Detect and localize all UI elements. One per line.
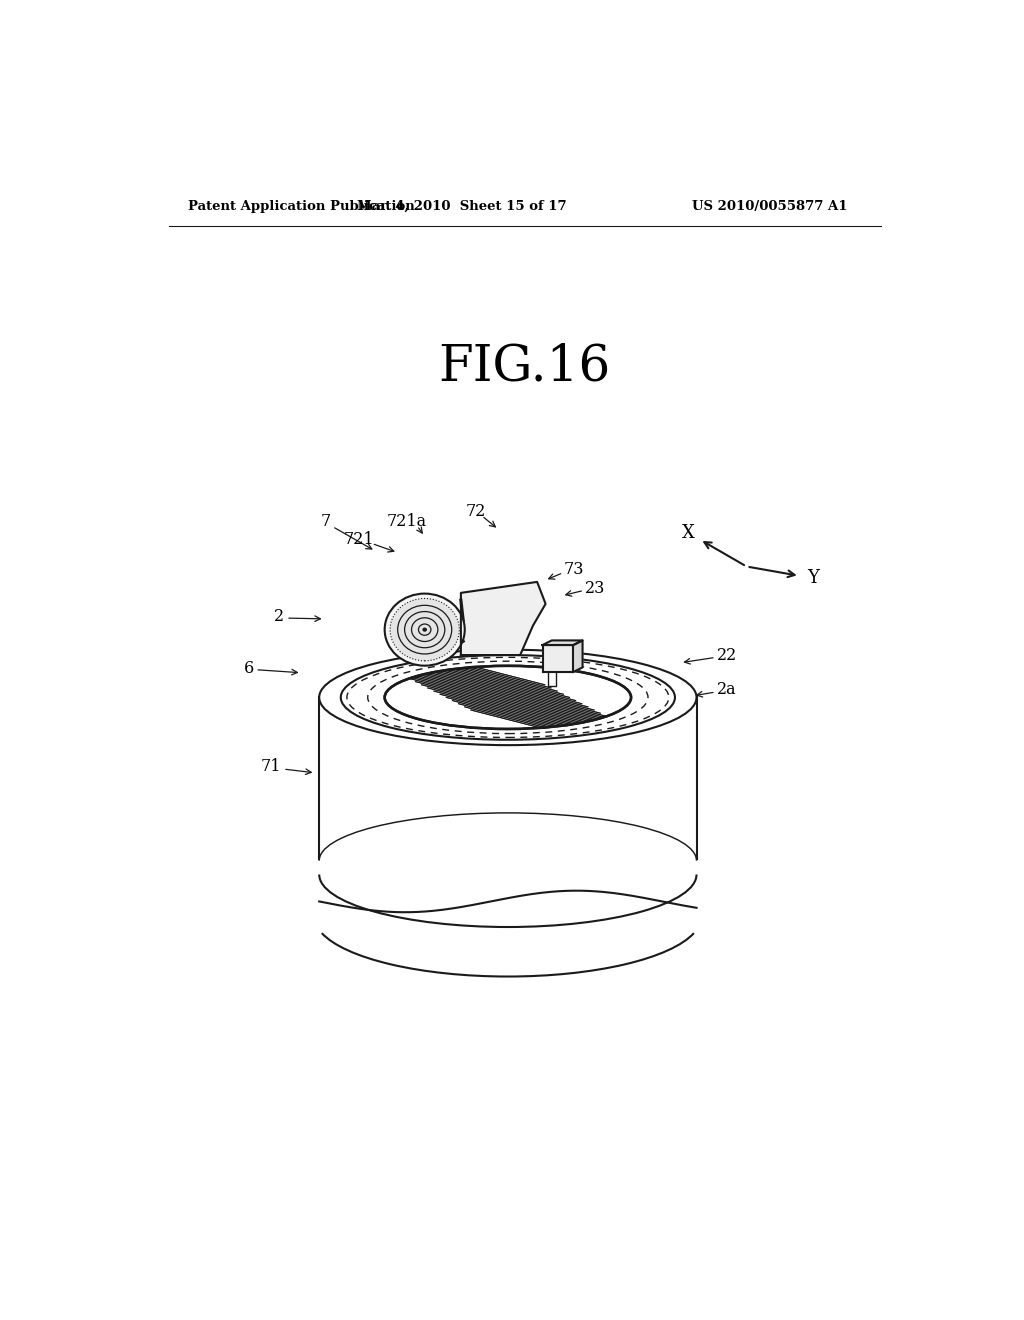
Ellipse shape (390, 598, 460, 661)
Text: 23: 23 (585, 579, 605, 597)
Text: 72: 72 (465, 503, 485, 520)
Polygon shape (573, 640, 583, 672)
Text: 73: 73 (564, 561, 585, 578)
Ellipse shape (319, 649, 696, 744)
Text: 2a: 2a (717, 681, 737, 698)
Text: 721: 721 (343, 531, 374, 548)
Text: US 2010/0055877 A1: US 2010/0055877 A1 (692, 199, 848, 213)
Ellipse shape (341, 655, 675, 739)
Polygon shape (543, 645, 573, 672)
Ellipse shape (385, 665, 631, 729)
Text: FIG.16: FIG.16 (438, 342, 611, 391)
Text: 6: 6 (244, 660, 254, 677)
Ellipse shape (385, 594, 465, 665)
Polygon shape (461, 582, 546, 655)
Text: X: X (681, 524, 694, 541)
Text: 71: 71 (261, 758, 282, 775)
Text: Mar. 4, 2010  Sheet 15 of 17: Mar. 4, 2010 Sheet 15 of 17 (356, 199, 566, 213)
Text: Y: Y (807, 569, 819, 587)
Text: Patent Application Publication: Patent Application Publication (188, 199, 415, 213)
Polygon shape (543, 640, 583, 645)
Text: 22: 22 (717, 647, 737, 664)
Text: 721a: 721a (386, 513, 426, 531)
Text: 2: 2 (274, 609, 285, 626)
Ellipse shape (422, 627, 427, 632)
Text: 7: 7 (321, 513, 332, 531)
